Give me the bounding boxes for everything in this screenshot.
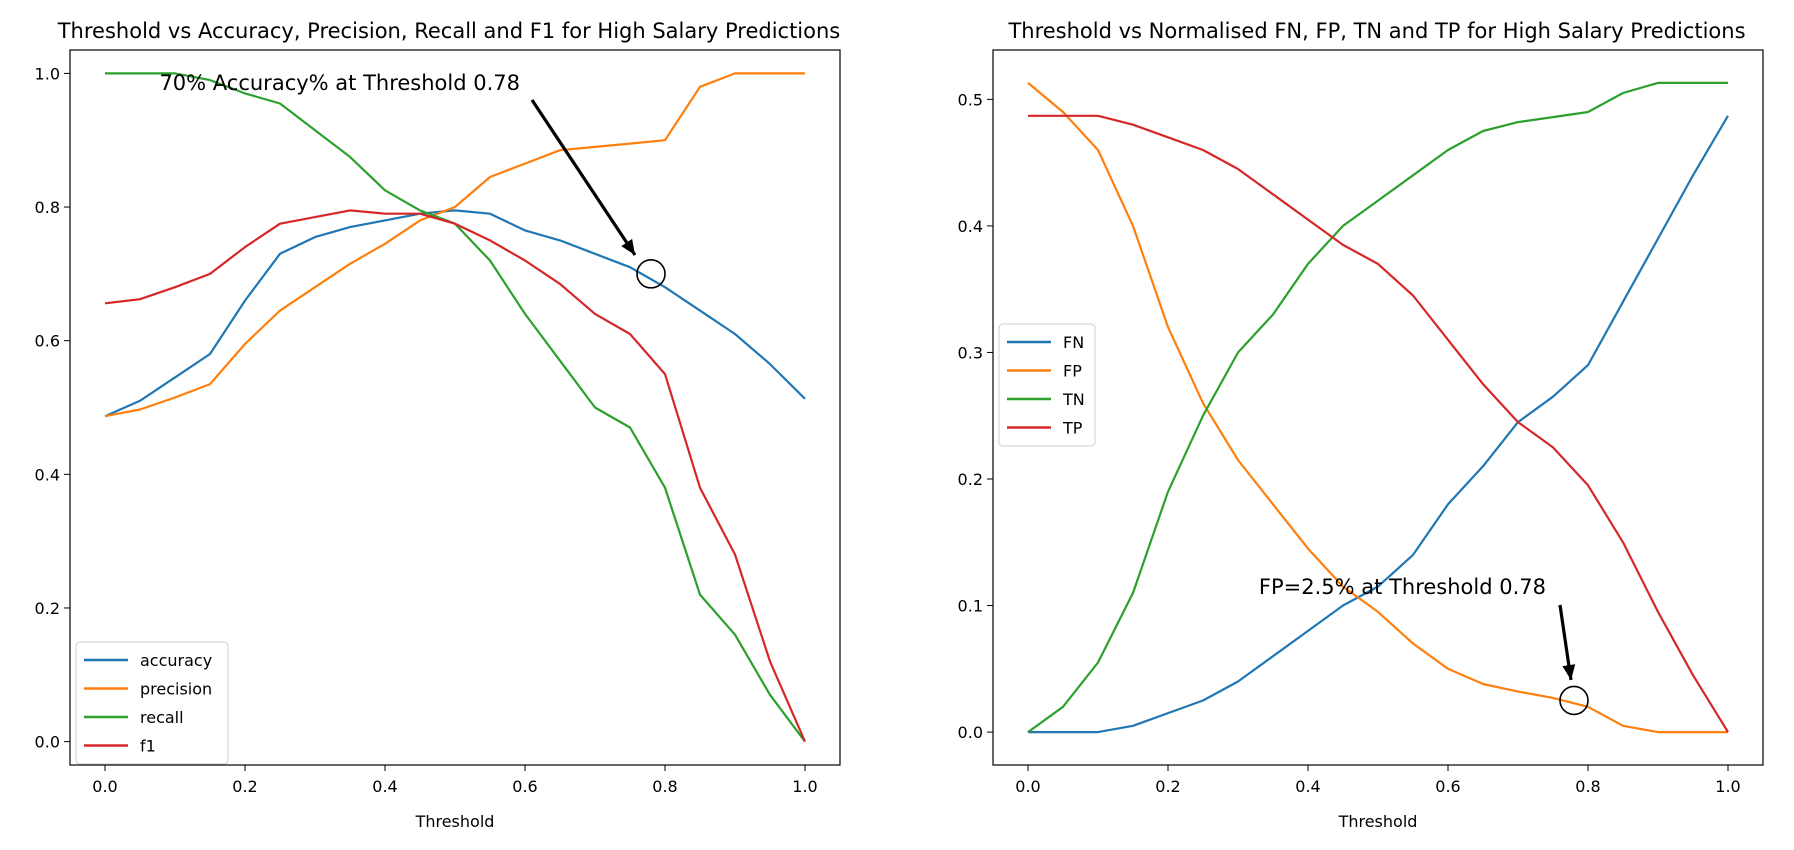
y-tick-label: 0.4 <box>35 465 60 484</box>
series-line-tp <box>1028 114 1729 733</box>
legend-label-tn: TN <box>1062 390 1085 409</box>
legend-box <box>998 323 1096 447</box>
series-line-precision <box>104 72 805 418</box>
legend-label-f1: f1 <box>140 737 156 756</box>
y-tick-label: 0.2 <box>35 599 60 618</box>
confusion-rates-chart: Threshold vs Normalised FN, FP, TN and T… <box>958 19 1764 831</box>
y-tick-label: 0.8 <box>35 198 60 217</box>
plot-frame <box>992 49 1764 766</box>
series-line-f1 <box>104 209 807 743</box>
y-tick-label: 1.0 <box>35 64 60 83</box>
x-tick-label: 0.8 <box>652 777 677 796</box>
x-tick-label: 0.6 <box>1435 777 1460 796</box>
legend-label-accuracy: accuracy <box>140 651 212 670</box>
x-tick-label: 0.0 <box>1015 777 1040 796</box>
series-line-fn <box>1028 115 1729 734</box>
y-tick-label: 0.3 <box>958 343 983 362</box>
x-tick-label: 0.4 <box>372 777 397 796</box>
y-tick-label: 0.2 <box>958 470 983 489</box>
x-tick-label: 0.8 <box>1575 777 1600 796</box>
x-tick-label: 0.0 <box>92 777 117 796</box>
legend-label-precision: precision <box>140 680 212 699</box>
legend-label-fn: FN <box>1063 333 1084 352</box>
annotation-arrow <box>530 99 637 256</box>
x-tick-label: 0.6 <box>512 777 537 796</box>
series-line-tn <box>1027 81 1728 733</box>
y-tick-label: 0.1 <box>958 597 983 616</box>
x-axis-label: Threshold <box>1338 812 1418 831</box>
x-tick-label: 0.4 <box>1295 777 1320 796</box>
plot-frame <box>69 49 841 766</box>
annotation-arrowhead <box>621 238 635 255</box>
y-tick-label: 0.0 <box>35 733 60 752</box>
annotation-arrowhead <box>1562 664 1576 680</box>
chart-title: Threshold vs Normalised FN, FP, TN and T… <box>1007 19 1745 43</box>
x-tick-label: 1.0 <box>792 777 817 796</box>
y-tick-label: 0.4 <box>958 217 983 236</box>
legend-label-tp: TP <box>1062 419 1083 438</box>
x-axis-label: Threshold <box>415 812 495 831</box>
legend-label-recall: recall <box>140 708 184 727</box>
x-tick-label: 0.2 <box>1155 777 1180 796</box>
annotation-marker <box>1559 685 1589 716</box>
annotation-text: 70% Accuracy% at Threshold 0.78 <box>159 71 520 95</box>
annotation-marker <box>636 259 666 289</box>
y-tick-label: 0.0 <box>958 723 983 742</box>
series-line-accuracy <box>104 209 806 418</box>
y-tick-label: 0.5 <box>958 90 983 109</box>
accuracy-metrics-chart: Threshold vs Accuracy, Precision, Recall… <box>35 19 841 831</box>
x-tick-label: 1.0 <box>1715 777 1740 796</box>
x-tick-label: 0.2 <box>232 777 257 796</box>
chart-title: Threshold vs Accuracy, Precision, Recall… <box>57 19 841 43</box>
series-line-fp <box>1027 82 1728 734</box>
y-tick-label: 0.6 <box>35 332 60 351</box>
legend-label-fp: FP <box>1063 362 1082 381</box>
annotation-text: FP=2.5% at Threshold 0.78 <box>1259 575 1546 599</box>
series-line-recall <box>105 72 806 743</box>
legend-box <box>75 641 229 765</box>
